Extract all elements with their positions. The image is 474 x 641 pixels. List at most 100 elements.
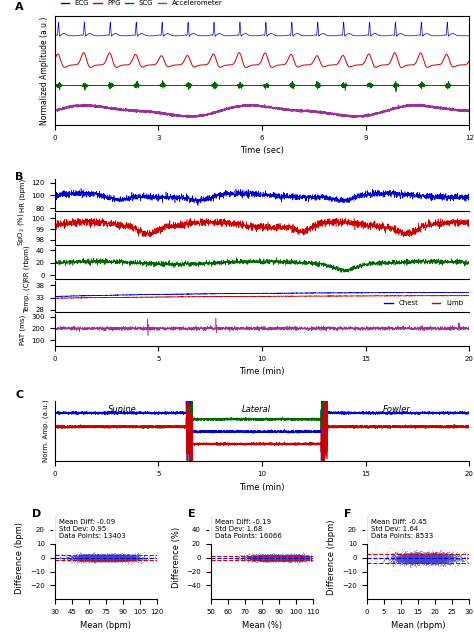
Point: [100, 552, 108, 562]
Point: [246, 552, 254, 562]
Point: [253, 554, 260, 565]
Point: [285, 555, 292, 565]
Point: [82, 550, 90, 560]
Point: [265, 556, 273, 567]
Point: [273, 551, 280, 562]
Point: [300, 553, 307, 563]
Point: [88, 551, 95, 561]
Point: [281, 551, 289, 562]
Point: [276, 553, 284, 563]
Point: [267, 551, 274, 561]
Point: [273, 551, 280, 562]
Point: [445, 553, 452, 563]
Point: [100, 552, 107, 562]
Point: [414, 550, 422, 560]
Point: [282, 555, 290, 565]
Point: [273, 552, 281, 562]
Point: [434, 551, 441, 561]
Point: [281, 553, 288, 563]
Point: [439, 551, 447, 561]
Point: [281, 552, 289, 562]
Point: [112, 554, 120, 564]
Point: [99, 554, 106, 565]
Point: [265, 552, 273, 562]
Point: [98, 553, 106, 563]
Point: [98, 553, 106, 563]
Point: [262, 555, 270, 565]
Point: [109, 555, 116, 565]
Point: [125, 553, 133, 563]
Point: [272, 554, 279, 565]
Point: [264, 553, 272, 563]
Point: [76, 553, 84, 563]
Point: [289, 553, 297, 563]
Point: [438, 556, 445, 567]
Point: [121, 551, 129, 561]
Point: [431, 551, 438, 561]
Point: [273, 553, 281, 563]
Point: [446, 551, 454, 562]
Point: [291, 553, 298, 563]
Point: [123, 551, 131, 562]
Point: [418, 553, 426, 563]
Point: [294, 550, 302, 560]
Point: [280, 553, 288, 563]
Point: [90, 554, 98, 564]
Point: [283, 553, 291, 563]
Point: [437, 549, 445, 560]
Point: [283, 554, 290, 564]
Point: [291, 551, 299, 562]
Point: [273, 551, 281, 562]
Point: [274, 554, 282, 564]
Point: [393, 555, 401, 565]
Point: [282, 554, 290, 564]
Point: [112, 551, 119, 562]
Point: [116, 553, 124, 563]
Point: [273, 553, 281, 563]
Point: [104, 553, 111, 563]
Point: [413, 554, 421, 565]
Point: [122, 553, 129, 563]
Point: [69, 553, 77, 563]
Point: [102, 554, 110, 564]
Point: [266, 552, 273, 562]
Point: [259, 554, 267, 564]
Point: [271, 551, 279, 562]
Point: [106, 553, 114, 563]
Point: [431, 553, 439, 563]
Point: [427, 553, 434, 563]
Point: [428, 554, 436, 565]
Point: [290, 552, 298, 562]
Point: [91, 552, 99, 562]
Point: [95, 552, 102, 562]
Point: [107, 549, 115, 560]
Point: [403, 546, 411, 556]
Point: [284, 552, 292, 562]
Point: [102, 554, 110, 564]
Point: [281, 554, 288, 564]
Point: [261, 551, 269, 562]
Point: [428, 554, 436, 565]
Point: [432, 551, 440, 561]
Point: [275, 553, 283, 563]
Point: [107, 552, 115, 562]
Point: [416, 554, 424, 564]
Point: [107, 553, 114, 563]
Point: [144, 556, 152, 566]
Point: [106, 551, 114, 562]
Point: [103, 551, 111, 561]
Point: [264, 554, 272, 564]
Point: [281, 554, 288, 564]
Point: [279, 553, 286, 563]
Point: [74, 552, 82, 562]
Point: [280, 554, 288, 565]
Point: [272, 553, 280, 563]
Point: [89, 553, 97, 563]
Point: [260, 552, 268, 562]
Point: [244, 556, 251, 567]
Point: [283, 553, 291, 563]
Point: [279, 551, 287, 562]
Point: [420, 554, 428, 564]
Point: [105, 552, 112, 562]
Point: [276, 551, 283, 562]
